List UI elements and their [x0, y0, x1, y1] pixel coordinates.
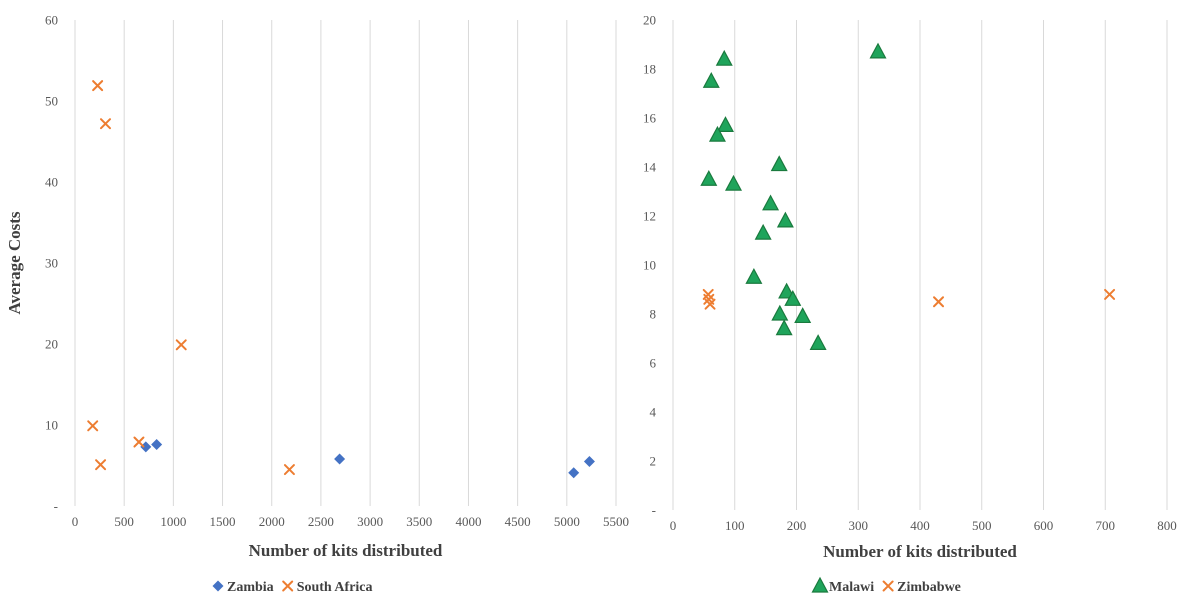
x-tick-label: 4500: [505, 514, 531, 529]
legend-label-zambia: Zambia: [227, 580, 274, 595]
data-point-south-africa: [92, 80, 104, 92]
y-tick-label: 8: [650, 307, 657, 322]
data-point-malawi: [784, 290, 802, 306]
data-point-south-africa: [99, 118, 111, 130]
y-tick-label: 12: [643, 209, 656, 224]
data-point-malawi: [725, 174, 743, 191]
x-axis-title: Number of kits distributed: [249, 541, 443, 560]
x-tick-label: 3500: [406, 514, 432, 529]
legend-label-malawi: Malawi: [829, 580, 874, 595]
x-tick-label: 200: [787, 518, 807, 533]
y-tick-label: 16: [643, 111, 657, 126]
legend: Zambia South Africa: [212, 580, 373, 595]
x-tick-label: 600: [1034, 518, 1054, 533]
x-tick-label: 4000: [455, 514, 481, 529]
x-tick-label: 0: [670, 518, 677, 533]
y-tick-label: 18: [643, 62, 656, 77]
data-point-south-africa: [95, 459, 107, 471]
x-tick-label: 400: [910, 518, 930, 533]
x-tick-label: 2000: [259, 514, 285, 529]
y-tick-label: 6: [650, 356, 657, 371]
x-tick-label: 5500: [603, 514, 629, 529]
x-tick-label: 2500: [308, 514, 334, 529]
legend-label-south-africa: South Africa: [297, 580, 373, 595]
legend: Malawi Zimbabwe: [811, 576, 961, 595]
x-tick-label: 100: [725, 518, 745, 533]
right-scatter-chart: 0 100 200 300 400 500 600 700 800 - 2 4 6 8 10 12 14 16 18…: [643, 13, 1177, 596]
data-point-malawi: [776, 211, 794, 228]
series-zimbabwe: [702, 288, 1116, 310]
y-tick-label: -: [652, 503, 656, 518]
y-tick-label: 4: [650, 405, 657, 420]
data-point-malawi: [745, 267, 763, 284]
data-point-malawi: [775, 319, 793, 336]
series-south-africa: [87, 80, 295, 476]
y-tick-label: 20: [643, 13, 656, 28]
legend-marker-south-africa: [282, 580, 294, 592]
y-tick-label: 60: [45, 13, 58, 28]
data-point-malawi: [869, 42, 887, 59]
series-zambia: [140, 438, 595, 479]
legend-marker-zambia: [212, 580, 224, 592]
data-point-malawi: [809, 334, 827, 350]
y-tick-label: 40: [45, 175, 58, 190]
data-point-south-africa: [87, 420, 99, 432]
data-point-malawi: [715, 49, 733, 66]
data-point-south-africa: [283, 464, 295, 476]
x-tick-label: 1000: [160, 514, 186, 529]
y-tick-label: 10: [45, 418, 58, 433]
data-point-malawi: [708, 125, 726, 142]
x-tick-label: 5000: [554, 514, 580, 529]
data-point-zimbabwe: [1104, 288, 1116, 300]
data-point-malawi: [771, 304, 789, 321]
data-point-south-africa: [133, 436, 145, 448]
data-point-malawi: [778, 282, 796, 299]
x-axis-title: Number of kits distributed: [823, 542, 1017, 561]
data-point-zambia: [334, 453, 346, 465]
y-tick-label: 50: [45, 94, 58, 109]
data-point-malawi: [716, 116, 734, 132]
x-tick-label: 500: [114, 514, 134, 529]
x-tick-label: 500: [972, 518, 992, 533]
x-tick-label: 700: [1096, 518, 1116, 533]
y-tick-label: 10: [643, 258, 656, 273]
y-tick-label: 2: [650, 454, 657, 469]
data-point-malawi: [702, 71, 720, 88]
data-point-malawi: [770, 155, 788, 172]
y-axis-title: Average Costs: [5, 211, 24, 314]
y-tick-label: 30: [45, 256, 58, 271]
data-point-zimbabwe: [933, 296, 945, 308]
data-point-malawi: [794, 307, 812, 324]
series-malawi: [700, 42, 887, 350]
data-point-zambia: [140, 441, 152, 453]
x-tick-label: 800: [1157, 518, 1177, 533]
data-point-zimbabwe: [704, 298, 716, 310]
data-point-malawi: [754, 223, 772, 240]
data-point-zambia: [583, 455, 595, 467]
data-point-malawi: [762, 194, 780, 211]
x-tick-label: 300: [849, 518, 869, 533]
legend-marker-malawi: [811, 576, 829, 593]
x-tick-label: 1500: [210, 514, 236, 529]
x-tick-label: 3000: [357, 514, 383, 529]
y-tick-label: 20: [45, 337, 58, 352]
legend-marker-zimbabwe: [882, 580, 894, 592]
x-tick-label: 0: [72, 514, 79, 529]
legend-label-zimbabwe: Zimbabwe: [897, 580, 961, 595]
left-scatter-chart: 0 500 1000 1500 2000 2500 3000 3500 4000 4500 5000…: [5, 13, 629, 596]
data-point-south-africa: [175, 339, 187, 351]
data-point-zambia: [151, 438, 163, 450]
y-tick-label: 14: [643, 160, 657, 175]
data-point-zambia: [568, 467, 580, 479]
data-point-malawi: [700, 169, 718, 186]
y-tick-label: -: [54, 499, 58, 514]
